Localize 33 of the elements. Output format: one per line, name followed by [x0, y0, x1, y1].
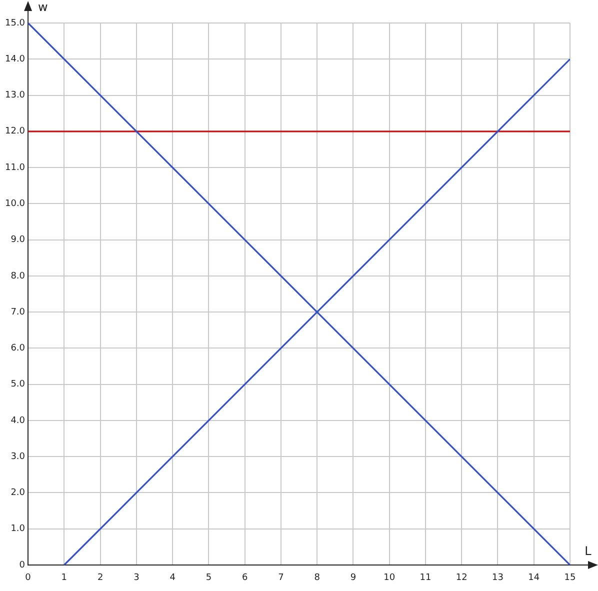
y-tick-label: 9.0	[10, 235, 26, 246]
y-tick-label: 7.0	[10, 307, 26, 318]
x-tick-label: 7	[278, 572, 284, 583]
y-tick-label: 14.0	[4, 54, 26, 64]
y-tick-label: 10.0	[4, 199, 26, 210]
y-tick-label: 4.0	[10, 416, 26, 426]
x-tick-label: 9	[350, 572, 356, 583]
x-tick-label: 4	[170, 572, 176, 583]
x-tick-label: 8	[314, 572, 320, 583]
x-tick-label: 10	[384, 572, 396, 583]
x-axis-title: L	[584, 544, 592, 558]
y-tick-label: 15.0	[4, 18, 26, 28]
x-tick-label: 2	[97, 572, 104, 583]
y-tick-label: 11.0	[4, 162, 26, 173]
x-tick-label: 6	[242, 572, 248, 583]
x-tick-label: 5	[206, 572, 212, 583]
y-tick-label: 2.0	[10, 488, 26, 498]
x-tick-label: 15	[564, 572, 576, 583]
y-tick-label: 3.0	[10, 452, 26, 462]
y-tick-label: 8.0	[10, 271, 26, 282]
x-tick-label: 3	[134, 572, 140, 583]
x-tick-label: 11	[420, 572, 432, 583]
x-tick-label: 14	[528, 572, 540, 583]
x-tick-label: 13	[492, 572, 504, 583]
y-tick-label: 6.0	[10, 344, 26, 354]
y-tick-label: 1.0	[10, 524, 26, 534]
y-tick-label: 5.0	[10, 380, 26, 390]
x-tick-label: 12	[456, 572, 468, 583]
y-tick-label: 12.0	[4, 126, 26, 137]
y-tick-label: 0	[19, 560, 26, 570]
y-tick-label: 13.0	[4, 90, 26, 101]
y-axis-title: w	[38, 0, 48, 14]
x-tick-label: 1	[61, 572, 68, 583]
